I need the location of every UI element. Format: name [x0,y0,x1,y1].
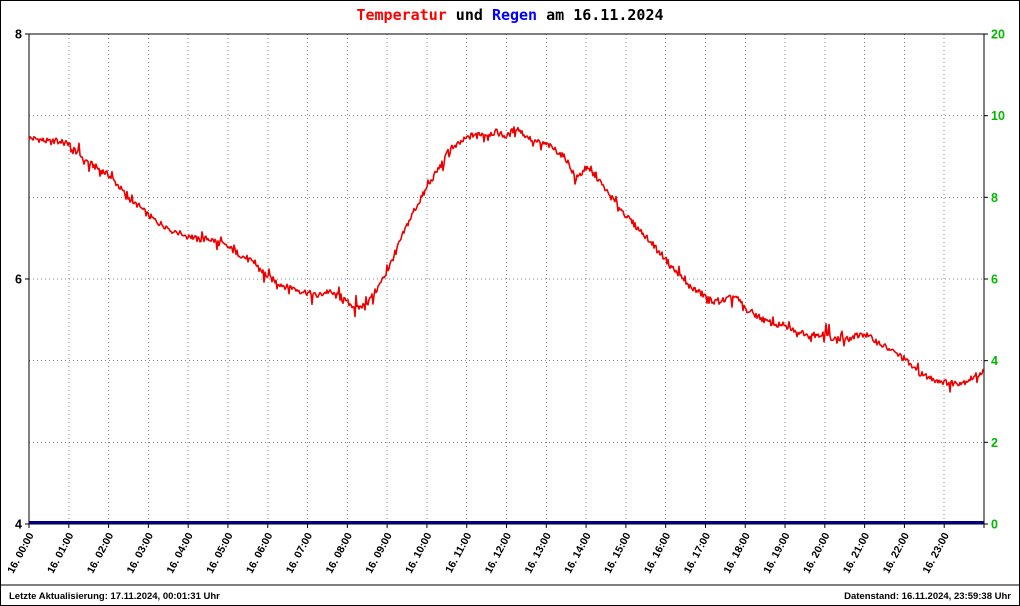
x-axis-label: 16. 08:00 [324,531,356,576]
x-axis-label: 16. 14:00 [562,531,594,576]
right-axis-label: 20 [991,28,1005,42]
x-axis-label: 16. 17:00 [682,531,714,576]
x-axis-label: 16. 04:00 [164,531,196,576]
right-axis-label: 2 [991,436,998,450]
last-update-text: Letzte Aktualisierung: 17.11.2024, 00:01… [9,591,220,602]
left-axis-label: 6 [15,273,22,287]
x-axis-label: 16. 21:00 [841,531,873,576]
title-date: am 16.11.2024 [537,6,664,24]
title-und: und [446,6,492,24]
right-axis-label: 6 [991,273,998,287]
x-axis-label: 16. 19:00 [761,531,793,576]
x-axis-label: 16. 00:00 [5,531,37,576]
x-axis-label: 16. 01:00 [45,531,77,576]
x-axis-label: 16. 06:00 [244,531,276,576]
x-axis-label: 16. 02:00 [85,531,117,576]
right-axis-label: 0 [991,518,998,532]
left-axis-label: 8 [15,28,22,42]
x-axis-label: 16. 07:00 [284,531,316,576]
x-axis-label: 16. 23:00 [920,531,952,576]
x-axis-label: 16. 13:00 [523,531,555,576]
right-axis-label: 10 [991,109,1005,123]
x-axis-label: 16. 22:00 [881,531,913,576]
title-temperature: Temperatur [356,6,447,24]
x-axis-label: 16. 03:00 [125,531,157,576]
x-axis-label: 16. 18:00 [721,531,753,576]
left-axis-label: 4 [15,518,22,532]
temperature-line [28,126,985,393]
chart-footer: Letzte Aktualisierung: 17.11.2024, 00:01… [1,591,1019,602]
right-axis-label: 4 [991,354,998,368]
x-axis-label: 16. 20:00 [801,531,833,576]
x-axis-label: 16. 09:00 [363,531,395,576]
title-rain: Regen [491,6,538,24]
x-axis-label: 16. 05:00 [204,531,236,576]
data-status-text: Datenstand: 16.11.2024, 23:59:38 Uhr [844,591,1011,602]
x-axis-label: 16. 16:00 [642,531,674,576]
right-axis-label: 8 [991,191,998,205]
chart-title: Temperatur und Regen am 16.11.2024 [1,6,1019,24]
x-axis-label: 16. 12:00 [483,531,515,576]
x-axis-label: 16. 15:00 [602,531,634,576]
x-axis-label: 16. 10:00 [403,531,435,576]
x-axis-label: 16. 11:00 [443,531,474,575]
